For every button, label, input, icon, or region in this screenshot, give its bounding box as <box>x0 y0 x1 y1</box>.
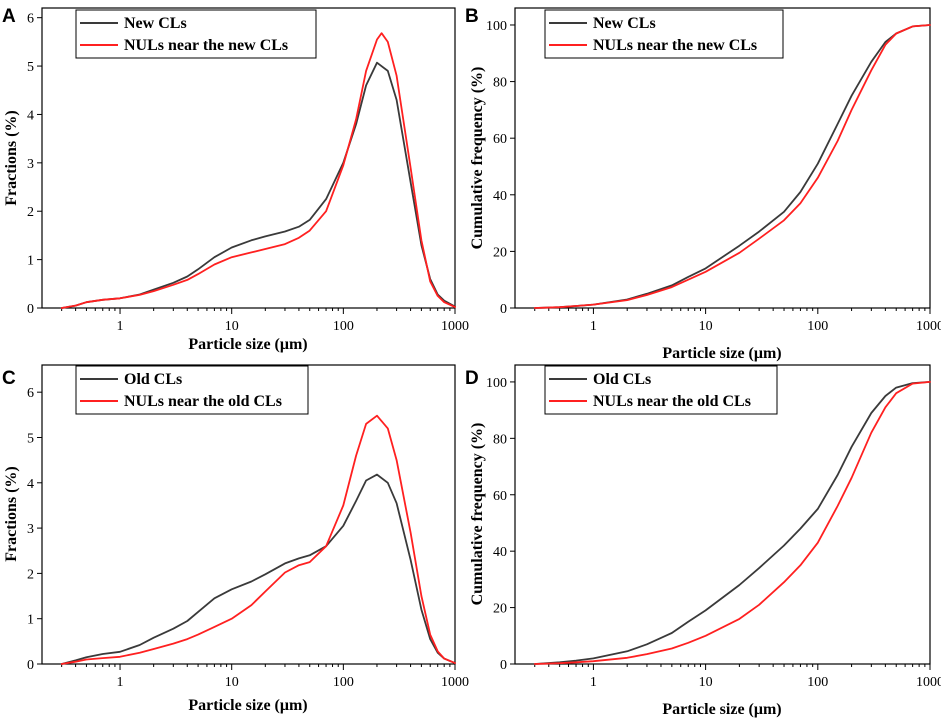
y-tick-label-b: 20 <box>493 245 507 260</box>
y-tick-label-c: 5 <box>27 431 34 446</box>
y-tick-label-a: 3 <box>27 157 34 172</box>
y-tick-label-c: 0 <box>27 658 34 673</box>
legend-box-b <box>544 9 784 59</box>
panel-letter-b: B <box>465 6 479 27</box>
legend-label-d-1: Old CLs <box>593 371 651 388</box>
plot-frame-d <box>514 364 931 665</box>
y-tick-label-d: 80 <box>493 432 507 447</box>
y-tick-label-c: 1 <box>27 613 34 628</box>
x-tick-label-d: 1 <box>590 675 597 690</box>
y-tick-label-a: 4 <box>27 108 34 123</box>
legend-label-b-2: NULs near the new CLs <box>593 37 757 54</box>
x-tick-label-a: 10 <box>225 319 239 334</box>
y-tick-label-a: 2 <box>27 205 34 220</box>
panel-a: A 0 1 2 3 4 5 6 1 10 100 1000 Particle size (μm) Frac… <box>2 6 469 353</box>
x-tick-label-c: 10 <box>225 675 239 690</box>
y-tick-label-b: 40 <box>493 189 507 204</box>
y-tick-label-b: 100 <box>486 19 507 34</box>
panel-c: C 0 1 2 3 4 5 6 1 10 100 1000 Particle size (μm) Frac… <box>2 364 469 714</box>
y-tick-label-c: 4 <box>27 477 34 492</box>
panel-b: B 0 20 40 60 80 100 1 10 100 1000 Particle size (μm… <box>465 6 941 362</box>
x-tick-label-d: 1000 <box>916 675 941 690</box>
x-tick-label-a: 100 <box>333 319 354 334</box>
x-axis-label-a: Particle size (μm) <box>188 336 307 353</box>
legend-label-d-2: NULs near the old CLs <box>593 393 751 410</box>
x-tick-label-c: 1 <box>117 675 124 690</box>
y-axis-label-d: Cumulative frequency (%) <box>469 423 486 606</box>
legend-label-c-2: NULs near the old CLs <box>124 393 282 410</box>
panel-letter-d: D <box>465 368 479 389</box>
legend-label-b-1: New CLs <box>593 15 656 32</box>
x-tick-label-c: 1000 <box>441 675 469 690</box>
y-tick-label-d: 100 <box>486 376 507 391</box>
panel-d: D 0 20 40 60 80 100 1 10 100 1000 Particle size (μm… <box>465 364 941 718</box>
series-line-b-2 <box>533 24 931 309</box>
x-tick-label-a: 1000 <box>441 319 469 334</box>
panel-letter-c: C <box>2 368 16 389</box>
x-tick-label-b: 100 <box>807 319 828 334</box>
y-tick-label-c: 3 <box>27 522 34 537</box>
plot-frame-a <box>41 7 456 309</box>
x-tick-label-d: 10 <box>699 675 713 690</box>
series-line-d-2 <box>533 380 931 665</box>
x-axis-label-b: Particle size (μm) <box>662 345 781 362</box>
legend-box-a <box>75 9 317 59</box>
series-line-c-2 <box>60 414 456 665</box>
series-line-d-1 <box>533 380 931 665</box>
x-tick-label-c: 100 <box>333 675 354 690</box>
series-line-a-1 <box>60 61 456 309</box>
y-tick-label-d: 40 <box>493 545 507 560</box>
y-tick-label-b: 0 <box>500 302 507 317</box>
legend-label-a-2: NULs near the new CLs <box>124 37 288 54</box>
x-axis-label-d: Particle size (μm) <box>662 701 781 718</box>
plot-frame-b <box>514 7 931 309</box>
x-tick-label-b: 1 <box>590 319 597 334</box>
x-tick-label-b: 10 <box>699 319 713 334</box>
y-axis-label-b: Cumulative frequency (%) <box>469 67 486 250</box>
y-tick-label-a: 0 <box>27 302 34 317</box>
x-axis-label-c: Particle size (μm) <box>188 697 307 714</box>
x-tick-label-d: 100 <box>807 675 828 690</box>
legend-box-d <box>544 365 778 415</box>
legend-box-c <box>75 365 309 415</box>
y-tick-label-d: 0 <box>500 658 507 673</box>
y-tick-label-b: 60 <box>493 132 507 147</box>
y-tick-label-a: 5 <box>27 60 34 75</box>
y-tick-label-c: 6 <box>27 386 34 401</box>
legend-label-c-1: Old CLs <box>124 371 182 388</box>
panel-letter-a: A <box>2 6 16 27</box>
y-axis-label-a: Fractions (%) <box>3 110 20 206</box>
x-tick-label-a: 1 <box>117 319 124 334</box>
y-tick-label-a: 1 <box>27 254 34 269</box>
y-tick-label-a: 6 <box>27 12 34 27</box>
x-tick-label-b: 1000 <box>916 319 941 334</box>
series-line-a-2 <box>60 32 456 309</box>
y-tick-label-d: 60 <box>493 489 507 504</box>
series-line-b-1 <box>533 24 931 309</box>
plot-frame-c <box>41 364 456 665</box>
legend-label-a-1: New CLs <box>124 15 187 32</box>
y-tick-label-c: 2 <box>27 567 34 582</box>
y-tick-label-d: 20 <box>493 602 507 617</box>
series-line-c-1 <box>60 473 456 665</box>
y-axis-label-c: Fractions (%) <box>3 466 20 562</box>
y-tick-label-b: 80 <box>493 76 507 91</box>
